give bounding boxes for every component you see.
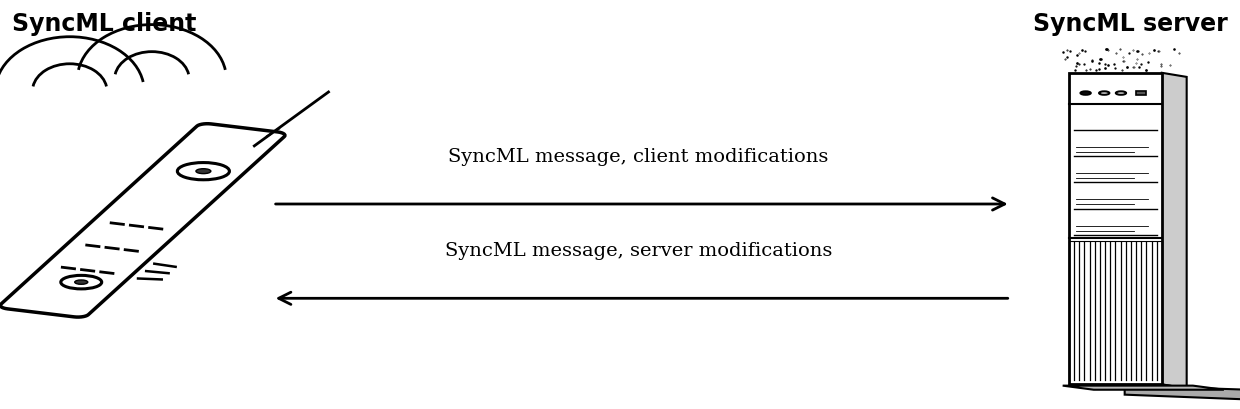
Polygon shape: [1069, 384, 1187, 389]
Circle shape: [61, 276, 102, 289]
Polygon shape: [0, 124, 285, 317]
Text: SyncML message, client modifications: SyncML message, client modifications: [449, 148, 828, 166]
Polygon shape: [1162, 74, 1187, 389]
FancyBboxPatch shape: [1069, 74, 1162, 384]
Text: SyncML server: SyncML server: [1033, 12, 1228, 36]
Circle shape: [196, 169, 211, 174]
Polygon shape: [1063, 386, 1224, 390]
Circle shape: [1099, 92, 1110, 96]
Circle shape: [1080, 92, 1091, 96]
Circle shape: [177, 163, 229, 180]
FancyBboxPatch shape: [1136, 92, 1146, 96]
Text: SyncML message, server modifications: SyncML message, server modifications: [445, 242, 832, 260]
Circle shape: [1116, 92, 1126, 96]
Circle shape: [74, 280, 88, 285]
Polygon shape: [1125, 386, 1240, 400]
Text: SyncML client: SyncML client: [12, 12, 197, 36]
